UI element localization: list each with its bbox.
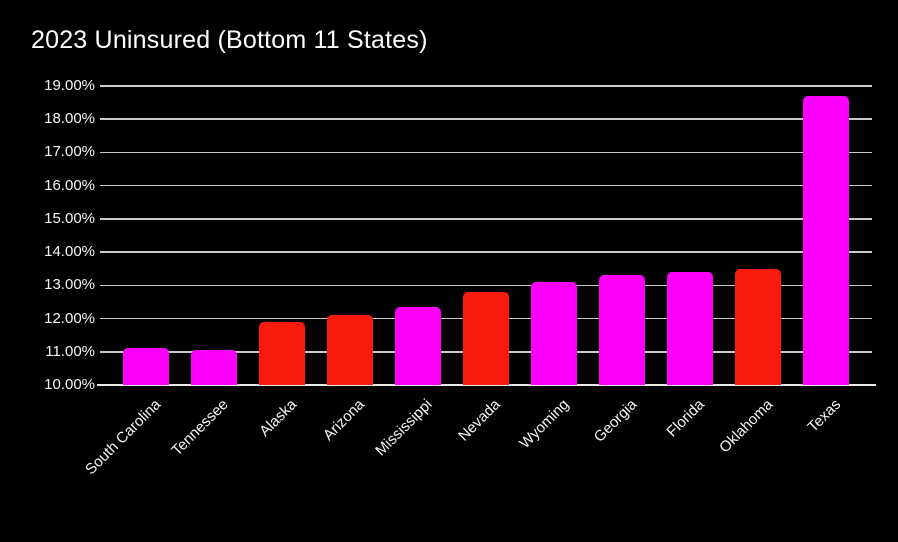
y-axis-tick-label: 17.00% [44,143,95,161]
chart-title: 2023 Uninsured (Bottom 11 States) [31,26,428,54]
x-axis-label-wyoming: Wyoming [515,396,573,453]
plot-area [97,85,876,386]
x-axis-label-florida: Florida [663,396,709,441]
y-axis-tick-label: 15.00% [44,209,95,227]
bar-arizona [327,315,373,385]
gridline-16 [100,184,872,187]
x-axis-label-tennessee: Tennessee [168,396,233,460]
x-axis-label-nevada: Nevada [455,396,505,445]
bar-nevada [463,291,509,385]
y-axis-tick-label: 11.00% [45,342,95,360]
gridline-13 [100,284,872,287]
bar-texas [803,95,849,385]
x-axis-label-oklahoma: Oklahoma [715,396,777,457]
y-axis-tick-label: 19.00% [44,77,95,94]
gridline-19 [100,85,872,87]
gridline-14 [100,251,872,253]
y-axis-tick-label: 10.00% [44,376,95,393]
x-axis-label-arizona: Arizona [320,396,369,444]
bar-tennessee [191,350,237,385]
x-axis-label-georgia: Georgia [590,396,641,446]
bar-alaska [259,321,305,385]
bar-mississippi [395,306,441,385]
x-axis-label-alaska: Alaska [256,396,301,440]
bar-wyoming [531,282,577,385]
bar-georgia [599,275,645,385]
gridline-17 [100,151,872,154]
x-axis-label-texas: Texas [804,396,845,436]
bar-south-carolina [123,348,169,385]
x-axis-label-south-carolina: South Carolina [81,396,165,479]
gridline-18 [100,118,872,120]
gridline-15 [100,218,872,220]
y-axis-tick-label: 14.00% [44,243,95,261]
y-axis-tick-label: 12.00% [44,309,95,327]
bar-florida [667,272,713,385]
y-axis-tick-label: 13.00% [44,276,95,294]
y-axis-tick-label: 16.00% [44,176,95,194]
y-axis-tick-label: 18.00% [44,110,95,128]
bar-oklahoma [735,268,781,385]
x-axis-line [97,384,876,386]
x-axis-label-mississippi: Mississippi [372,396,437,460]
